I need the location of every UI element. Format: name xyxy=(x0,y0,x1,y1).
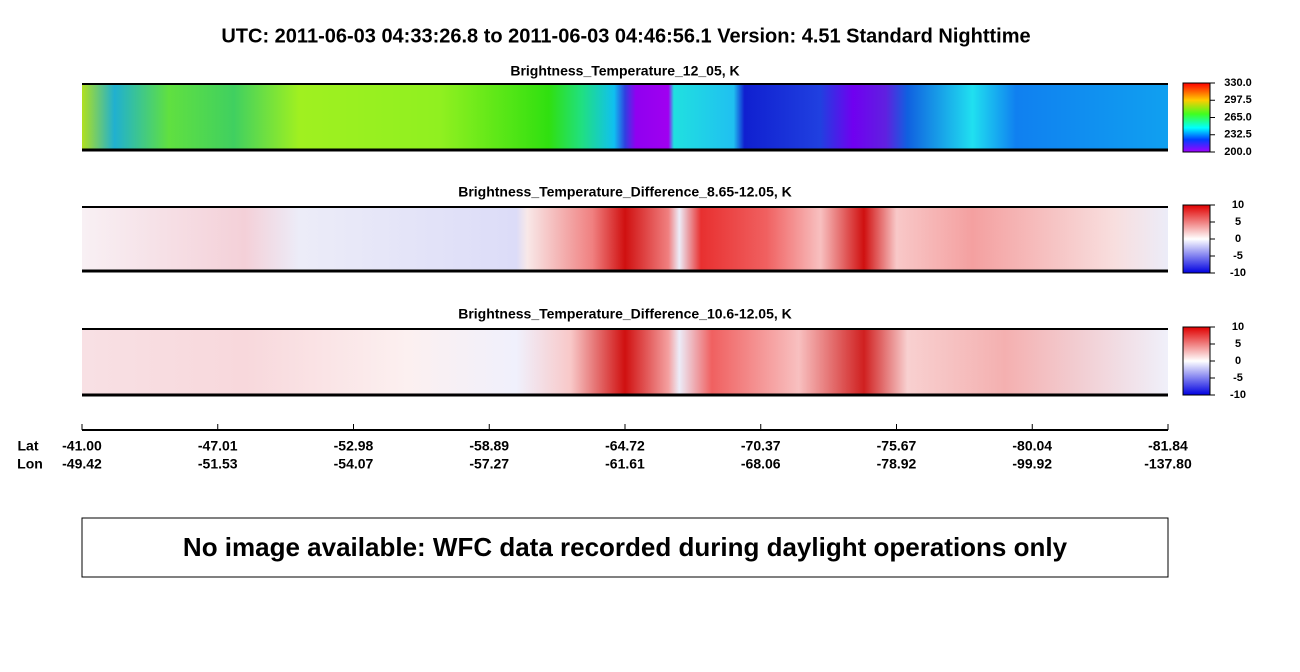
lat-tick-label: -41.00 xyxy=(62,438,102,454)
image-strip xyxy=(82,329,1168,395)
colorbar-tick-label: 265.0 xyxy=(1224,111,1252,123)
panel xyxy=(82,326,1211,396)
colorbar-tick-label: 5 xyxy=(1235,216,1241,228)
image-strip xyxy=(82,207,1168,271)
strip-borders xyxy=(82,83,1168,397)
lon-tick-label: -49.42 xyxy=(62,456,102,472)
panel xyxy=(82,204,1211,274)
panel-title: Brightness_Temperature_12_05, K xyxy=(510,63,739,79)
colorbar xyxy=(1182,326,1211,396)
colorbar-tick-label: 5 xyxy=(1235,338,1241,350)
lon-tick-label: -78.92 xyxy=(877,456,917,472)
colorbar-tick-label: 10 xyxy=(1232,321,1244,333)
lon-label: Lon xyxy=(17,456,43,472)
lon-tick-label: -54.07 xyxy=(334,456,374,472)
image-strip xyxy=(82,84,1168,150)
message-box xyxy=(81,517,1169,578)
lon-tick-label: -57.27 xyxy=(469,456,509,472)
colorbar-tick-label: 0 xyxy=(1235,355,1241,367)
colorbar-tick-label: 200.0 xyxy=(1224,146,1252,158)
lat-tick-label: -80.04 xyxy=(1012,438,1052,454)
panel-title: Brightness_Temperature_Difference_10.6-1… xyxy=(458,306,792,322)
lat-tick-label: -81.84 xyxy=(1148,438,1188,454)
lat-tick-label: -47.01 xyxy=(198,438,238,454)
lon-tick-label: -61.61 xyxy=(605,456,645,472)
colorbar-tick-label: -10 xyxy=(1230,389,1246,401)
lon-tick-label: -137.80 xyxy=(1144,456,1192,472)
panel-title: Brightness_Temperature_Difference_8.65-1… xyxy=(458,184,792,200)
page-title: UTC: 2011-06-03 04:33:26.8 to 2011-06-03… xyxy=(221,25,1030,47)
panel xyxy=(82,82,1211,153)
colorbar-tick-label: 232.5 xyxy=(1224,129,1252,141)
lon-tick-label: -99.92 xyxy=(1012,456,1052,472)
colorbar xyxy=(1182,82,1211,153)
lat-tick-label: -52.98 xyxy=(334,438,374,454)
message: No image available: WFC data recorded du… xyxy=(183,532,1068,562)
lon-tick-label: -51.53 xyxy=(198,456,238,472)
colorbar-tick-label: 10 xyxy=(1232,199,1244,211)
colorbar-tick-label: -5 xyxy=(1233,250,1243,262)
colorbar-tick-label: 297.5 xyxy=(1224,94,1252,106)
colorbar-tick-label: 330.0 xyxy=(1224,77,1252,89)
lon-tick-label: -68.06 xyxy=(741,456,781,472)
colorbar xyxy=(1182,204,1211,274)
lat-tick-label: -58.89 xyxy=(469,438,509,454)
colorbar-tick-label: 0 xyxy=(1235,233,1241,245)
colorbar-tick-label: -5 xyxy=(1233,372,1243,384)
lat-label: Lat xyxy=(18,438,39,454)
lat-tick-label: -64.72 xyxy=(605,438,645,454)
lat-tick-label: -75.67 xyxy=(877,438,917,454)
colorbar-tick-label: -10 xyxy=(1230,267,1246,279)
lat-tick-label: -70.37 xyxy=(741,438,781,454)
